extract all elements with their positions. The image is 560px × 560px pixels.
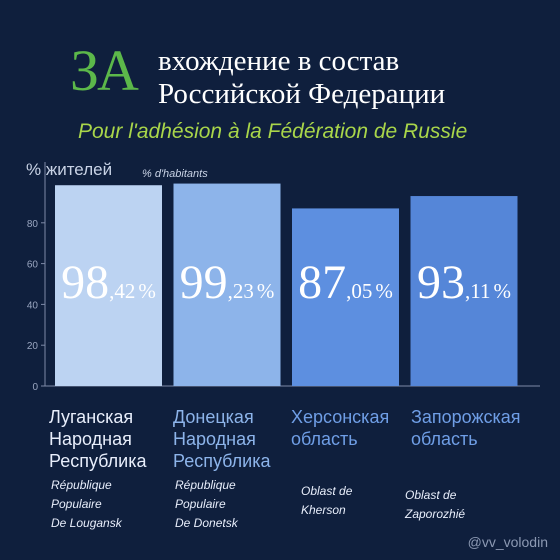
y-tick-label-20: 20 xyxy=(27,341,39,352)
bar-value-label-1: 99,23% xyxy=(180,256,275,309)
bar-value-dec-3: ,11 xyxy=(465,279,490,303)
bar-3 xyxy=(410,196,518,386)
bar-2 xyxy=(292,208,399,386)
bar-value-dec-2: ,05 xyxy=(346,279,372,303)
bar-value-pct-0: % xyxy=(138,279,156,303)
y-tick-label-80: 80 xyxy=(27,219,39,230)
subtitle-fr: Pour l'adhésion à la Fédération de Russi… xyxy=(78,120,468,143)
category-label-ru-lnr: Луганская Народная Республика xyxy=(49,407,147,471)
category-label-fr-lnr: République Populaire De Lougansk xyxy=(51,478,122,530)
watermark: @vv_volodin xyxy=(467,534,548,550)
category-label-ru-dnr: Донецкая Народная Республика xyxy=(173,407,271,471)
title-za: ЗА xyxy=(70,38,139,103)
bar-0 xyxy=(55,185,162,386)
bar-value-pct-1: % xyxy=(257,279,275,303)
title-line-1: вхождение в состав xyxy=(158,45,400,77)
y-tick-label-60: 60 xyxy=(27,260,39,271)
y-axis-label-fr: % d'habitants xyxy=(142,168,208,180)
category-label-fr-zaporozhye: Oblast de Zaporozhié xyxy=(405,488,466,521)
title-line-2: Российской Федерации xyxy=(158,78,446,110)
bar-value-label-2: 87,05% xyxy=(298,256,393,309)
bar-value-pct-2: % xyxy=(375,279,393,303)
y-axis-label-ru: % жителей xyxy=(26,160,113,179)
y-tick-label-40: 40 xyxy=(27,300,39,311)
bar-value-pct-3: % xyxy=(493,279,511,303)
y-tick-label-0: 0 xyxy=(32,382,38,393)
category-label-fr-kherson: Oblast de Kherson xyxy=(301,484,353,517)
category-label-ru-kherson: Херсонская область xyxy=(291,407,390,449)
bar-value-label-0: 98,42% xyxy=(61,256,156,309)
bar-value-int-2: 87 xyxy=(298,256,346,309)
bar-value-dec-1: ,23 xyxy=(228,279,254,303)
bar-value-label-3: 93,11% xyxy=(417,256,511,309)
category-label-fr-dnr: République Populaire De Donetsk xyxy=(175,478,238,530)
bar-value-int-1: 99 xyxy=(180,256,228,309)
bar-value-int-3: 93 xyxy=(417,256,465,309)
bar-value-int-0: 98 xyxy=(61,256,109,309)
category-label-ru-zaporozhye: Запорожская область xyxy=(411,407,521,449)
bar-value-dec-0: ,42 xyxy=(109,279,135,303)
bar-1 xyxy=(173,183,281,386)
